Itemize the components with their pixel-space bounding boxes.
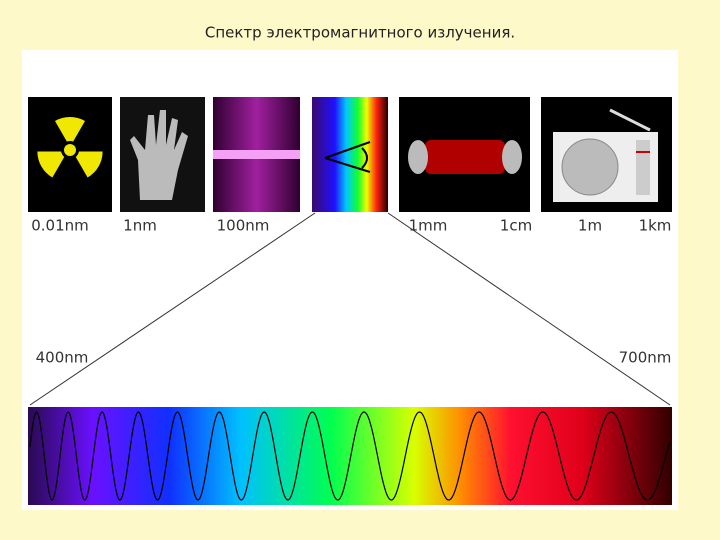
zoom-line	[387, 212, 671, 406]
uv-beam	[213, 150, 300, 159]
scale-label: 100nm	[217, 217, 270, 235]
range-end-label: 700nm	[619, 349, 672, 367]
visible-icon	[312, 97, 388, 212]
scale-labels: 0.01nm 1nm 100nm 1mm 1cm 1m 1km	[31, 217, 671, 235]
slide-title: Спектр электромагнитного излучения.	[205, 24, 515, 42]
range-start-label: 400nm	[36, 349, 89, 367]
radiation-symbol	[37, 116, 103, 178]
scale-label: 0.01nm	[31, 217, 89, 235]
scale-label: 1mm	[409, 217, 448, 235]
scale-label: 1km	[639, 217, 672, 235]
hand	[130, 110, 188, 200]
scale-label: 1m	[578, 217, 602, 235]
maser-tube	[425, 140, 505, 174]
scale-label: 1cm	[500, 217, 532, 235]
wave	[29, 411, 671, 501]
scale-label: 1nm	[123, 217, 157, 235]
visible-spectrum	[28, 407, 672, 505]
eye	[324, 141, 371, 173]
zoom-line	[29, 212, 316, 406]
